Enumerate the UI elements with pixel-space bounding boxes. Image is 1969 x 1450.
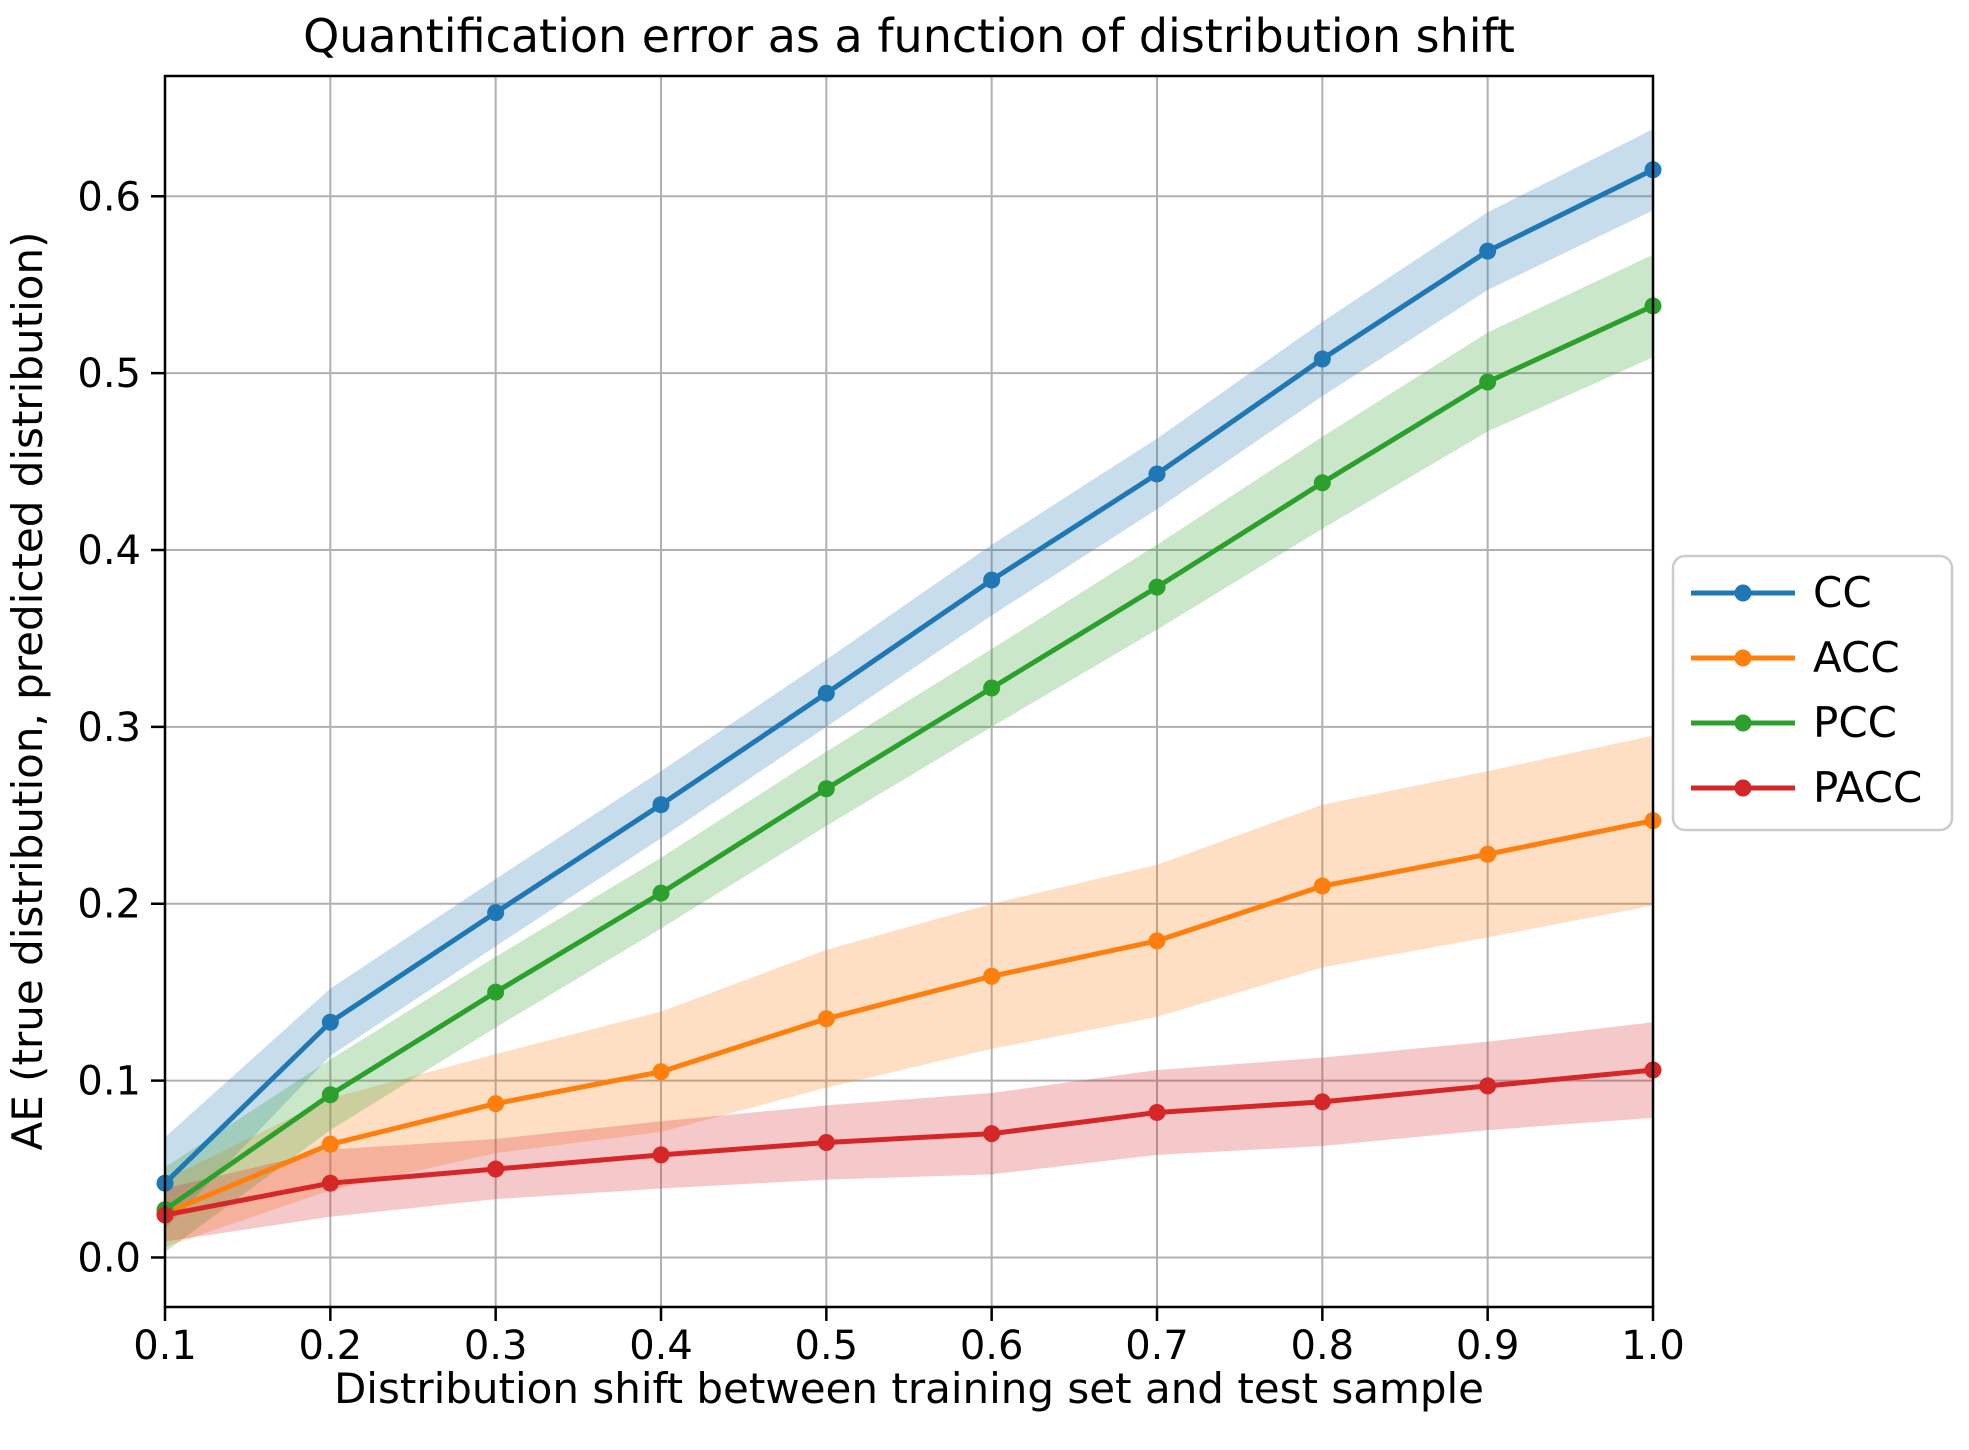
marker-acc: [1479, 845, 1497, 863]
marker-cc: [652, 796, 670, 814]
confidence-bands: [165, 129, 1653, 1253]
marker-acc: [1313, 877, 1331, 895]
marker-pacc: [817, 1134, 835, 1152]
chart-title: Quantification error as a function of di…: [303, 9, 1515, 63]
marker-cc: [1313, 350, 1331, 368]
marker-pcc: [652, 884, 670, 902]
marker-pacc: [1479, 1077, 1497, 1095]
band-pacc: [165, 1022, 1653, 1242]
marker-pacc: [983, 1125, 1001, 1143]
x-tick-label: 0.1: [133, 1323, 197, 1369]
marker-pacc: [1148, 1103, 1166, 1121]
x-tick-label: 0.4: [629, 1323, 693, 1369]
marker-cc: [487, 904, 505, 922]
legend-label-pacc: PACC: [1813, 763, 1922, 812]
marker-pacc: [652, 1146, 670, 1164]
y-tick-label: 0.6: [77, 174, 141, 220]
marker-pcc: [983, 679, 1001, 697]
y-tick-label: 0.4: [77, 528, 141, 574]
legend-marker-pcc: [1734, 714, 1752, 732]
series-lines: [156, 161, 1662, 1224]
marker-pacc: [487, 1160, 505, 1178]
line-acc: [164, 818, 1654, 1216]
line-pcc: [163, 303, 1655, 1212]
marker-acc: [817, 1010, 835, 1028]
marker-pcc: [817, 780, 835, 798]
x-tick-label: 0.5: [795, 1323, 859, 1369]
x-tick-label: 0.2: [299, 1323, 363, 1369]
marker-acc: [487, 1095, 505, 1113]
x-tick-label: 0.7: [1125, 1323, 1189, 1369]
band-pcc: [165, 254, 1653, 1253]
marker-pcc: [321, 1086, 339, 1104]
marker-cc: [1479, 242, 1497, 260]
y-tick-label: 0.2: [77, 882, 141, 928]
marker-pcc: [1313, 474, 1331, 492]
y-tick-label: 0.5: [77, 351, 141, 397]
marker-cc: [1148, 465, 1166, 483]
x-tick-label: 0.9: [1456, 1323, 1520, 1369]
y-tick-label: 0.1: [77, 1059, 141, 1105]
y-tick-label: 0.3: [77, 705, 141, 751]
legend-label-cc: CC: [1813, 568, 1872, 617]
marker-cc: [817, 684, 835, 702]
x-axis-label: Distribution shift between training set …: [334, 1364, 1484, 1413]
legend-marker-pacc: [1734, 779, 1752, 797]
marker-pcc: [1148, 578, 1166, 596]
plot-border: [163, 74, 1655, 1309]
marker-acc: [321, 1135, 339, 1153]
x-tick-label: 0.8: [1291, 1323, 1355, 1369]
marker-acc: [652, 1063, 670, 1081]
marker-acc: [1148, 932, 1166, 950]
marker-cc: [321, 1013, 339, 1031]
x-tick-label: 1.0: [1621, 1323, 1685, 1369]
marker-pcc: [1479, 373, 1497, 391]
axes-spines: [163, 74, 1655, 1309]
marker-acc: [983, 967, 1001, 985]
line-pacc: [164, 1067, 1654, 1218]
marker-pacc: [1313, 1093, 1331, 1111]
legend-marker-cc: [1734, 584, 1752, 602]
legend: CC ACC PCC PACC: [1671, 554, 1954, 832]
line-cc: [163, 167, 1655, 1185]
marker-cc: [983, 571, 1001, 589]
legend-box: [1671, 554, 1954, 832]
legend-label-pcc: PCC: [1813, 698, 1897, 747]
axis-ticks: 0.1 0.2 0.3 0.4 0.5 0.6 0.7 0.8 0.9 1.0 0.0 0.1 0.2 0…: [77, 174, 1684, 1369]
marker-pcc: [487, 983, 505, 1001]
x-tick-label: 0.3: [464, 1323, 528, 1369]
x-tick-label: 0.6: [960, 1323, 1024, 1369]
band-acc: [165, 735, 1653, 1247]
legend-marker-acc: [1734, 649, 1752, 667]
y-tick-label: 0.0: [77, 1235, 141, 1281]
marker-pacc: [321, 1174, 339, 1192]
y-axis-label: AE (true distribution, predicted distrib…: [3, 232, 52, 1151]
band-cc: [165, 129, 1653, 1230]
legend-label-acc: ACC: [1813, 633, 1900, 682]
